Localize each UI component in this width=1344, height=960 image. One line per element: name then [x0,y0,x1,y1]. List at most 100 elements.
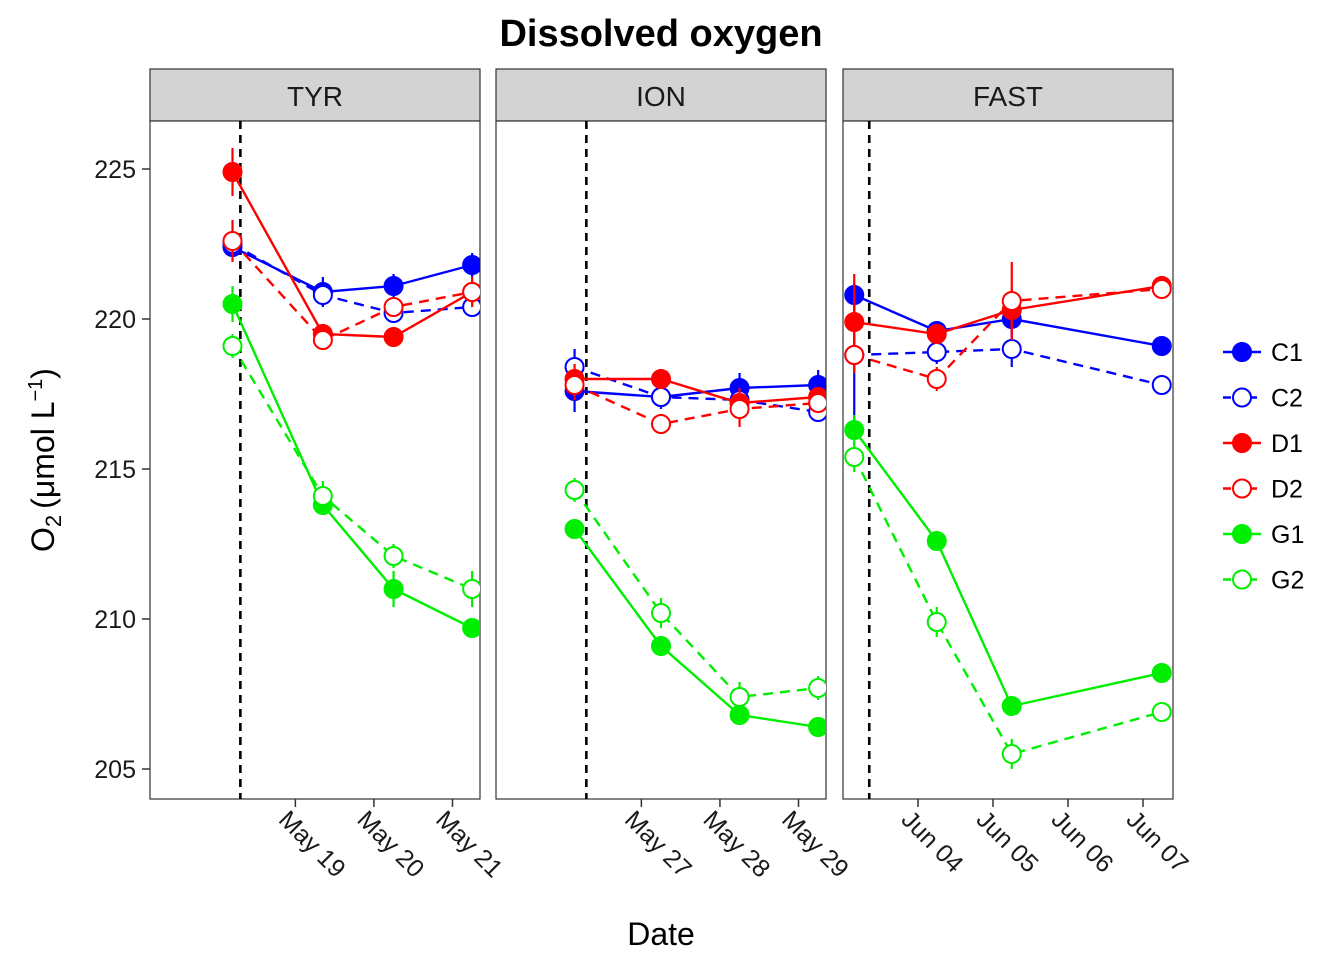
point-ion-d2-3 [808,393,826,413]
point-tyr-d1-2 [383,327,404,347]
line-ion-g2 [573,489,819,699]
point-fast-d1-1 [926,324,947,344]
x-tick-label-may-19: May 19 [273,805,351,883]
line-fast-d1 [854,284,1162,336]
line-ion-c1 [574,383,819,399]
chart-title: Dissolved oxygen [499,13,822,55]
line-fast-c2 [854,347,1163,387]
point-ion-g1-0 [564,519,585,539]
point-tyr-g1-3 [462,618,480,638]
legend-label-g1: G1 [1271,521,1304,549]
point-tyr-c2-1 [312,285,333,305]
point-fast-g1-0 [844,420,865,440]
x-tick-label-may-27: May 27 [619,805,697,883]
legend-key-marker-d1 [1232,433,1252,453]
legend-label-d1: D1 [1271,430,1303,458]
point-ion-g1-1 [651,636,671,656]
strip-tyr [149,68,481,122]
point-tyr-g2-2 [383,546,404,566]
point-tyr-d1-0 [222,162,243,182]
point-ion-g1-3 [808,717,826,737]
panel-tyr: TYR May 19 May 20 May 21 [149,68,508,883]
line-tyr-d1 [231,171,473,339]
strip-label-ion: ION [636,81,686,112]
x-tick-label-jun-05: Jun 05 [971,805,1044,878]
panel-ion: ION May 27 May 28 May 29 [495,68,854,883]
point-fast-c2-2 [1001,339,1022,359]
y-axis-title-sup: −1 [25,379,47,402]
point-fast-g2-0 [844,447,865,467]
line-fast-g1 [853,429,1163,708]
legend-item-d2: D2 [1223,476,1303,504]
point-ion-g2-1 [651,603,671,623]
point-ion-d2-1 [651,414,671,434]
legend-item-c1: C1 [1223,339,1303,367]
legend-key-marker-d2 [1232,478,1252,499]
legend-key-marker-g1 [1232,524,1252,544]
legend-key-marker-c1 [1232,342,1252,362]
y-axis-title-unit: μmol L [25,401,61,498]
line-tyr-c2 [231,242,473,315]
x-tick-label-may-29: May 29 [776,805,854,883]
point-fast-g2-3 [1151,702,1172,722]
line-fast-d2 [853,287,1162,381]
y-axis-title-sub: 2 [41,515,66,527]
y-axis-title-close: ) [25,368,61,379]
y-tick-label-205: 205 [94,756,136,784]
y-axis-title-main: O [25,527,61,552]
line-ion-d1 [574,377,819,405]
legend-key-marker-g2 [1232,569,1252,590]
legend-item-d1: D1 [1223,430,1303,458]
point-tyr-d2-1 [312,330,333,350]
series-ion-g2 [564,478,826,712]
panel-data-fast [844,121,1172,799]
y-tick-label-225: 225 [94,156,136,184]
panel-data-ion [564,121,826,799]
point-tyr-g1-2 [383,579,404,599]
legend-item-g2: G2 [1223,567,1304,595]
strip-ion [495,68,827,122]
line-tyr-d2 [231,240,473,342]
x-tick-label-jun-07: Jun 07 [1121,805,1194,878]
series-fast-g1 [844,415,1172,716]
y-axis-title: O2 (μmol L−1) [25,368,66,552]
point-ion-g2-3 [808,678,826,698]
legend-key-marker-c2 [1232,387,1252,408]
panel-border-tyr [149,120,481,800]
panel-border-fast [842,120,1174,800]
point-tyr-g1-0 [222,294,243,314]
point-ion-g2-2 [729,687,750,707]
point-ion-d2-2 [729,399,750,419]
legend-label-c2: C2 [1271,385,1303,413]
legend-label-c1: C1 [1271,339,1303,367]
point-tyr-c1-3 [462,255,480,275]
point-fast-c2-1 [926,342,947,362]
y-tick-label-210: 210 [94,606,136,634]
point-fast-d2-1 [926,369,947,389]
point-fast-g2-2 [1001,744,1022,764]
y-axis: 205 210 215 220 225 [94,156,150,784]
point-fast-d2-3 [1151,279,1172,299]
point-ion-d2-0 [564,375,585,395]
point-fast-c1-3 [1151,336,1172,356]
point-fast-d2-2 [1001,291,1022,311]
series-ion-d2 [564,370,826,434]
point-fast-g1-2 [1001,696,1022,716]
point-ion-c2-1 [651,387,671,407]
series-fast-d2 [844,262,1172,391]
point-tyr-g2-3 [462,579,480,599]
point-fast-g1-1 [926,531,947,551]
point-tyr-c1-2 [383,276,404,296]
panel-border-ion [495,120,827,800]
strip-label-fast: FAST [973,81,1043,112]
point-fast-d2-0 [844,345,865,365]
line-tyr-g2 [231,345,473,591]
y-tick-label-220: 220 [94,306,136,334]
line-fast-g2 [853,456,1163,756]
line-tyr-g1 [231,303,473,630]
point-ion-d1-1 [651,369,671,389]
x-tick-label-may-20: May 20 [352,805,430,883]
x-tick-label-jun-06: Jun 06 [1046,805,1119,878]
legend-item-g1: G1 [1223,521,1304,549]
